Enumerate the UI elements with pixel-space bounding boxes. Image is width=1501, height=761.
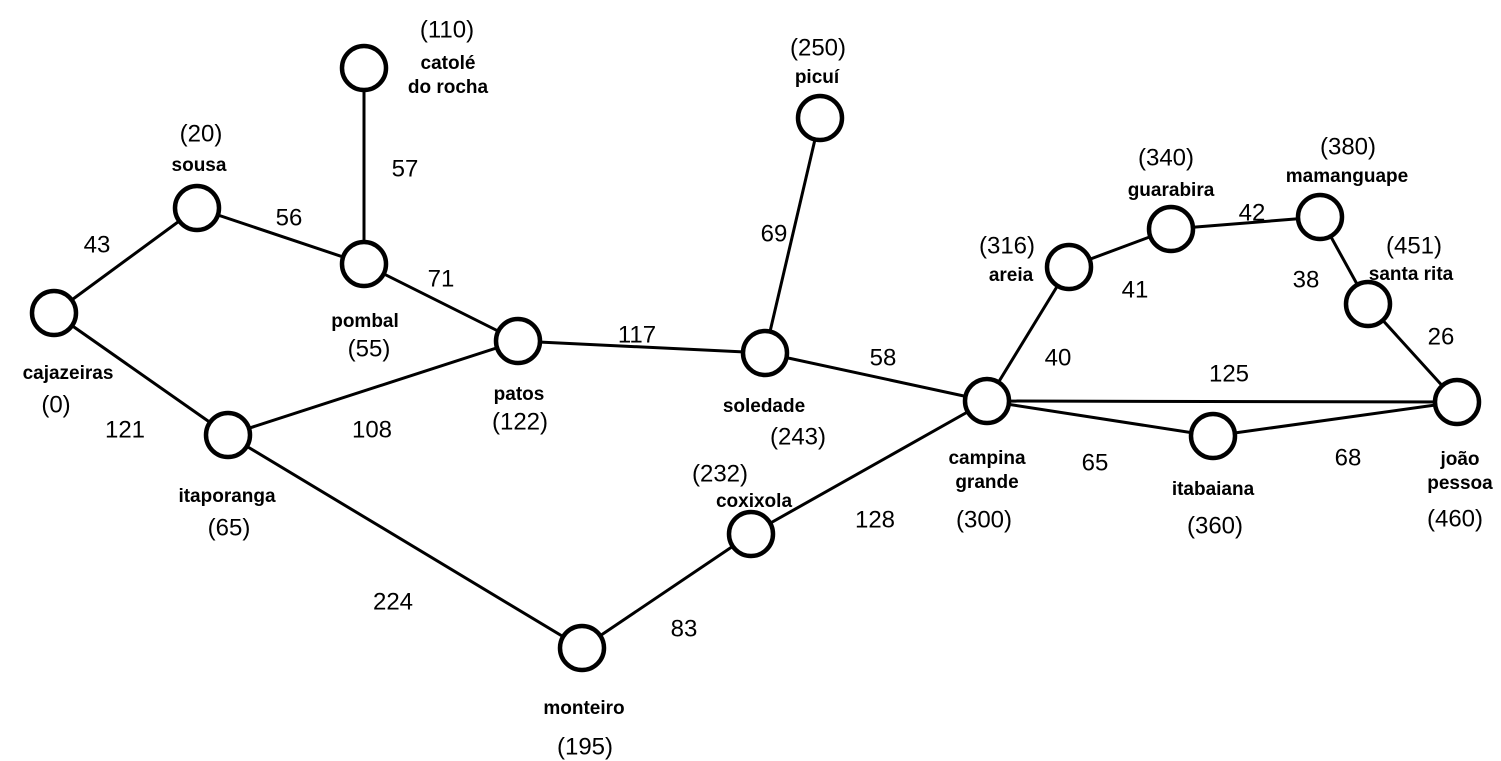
edge-campina-itabaiana: [986, 399, 1214, 438]
edge-soledade-campina: [764, 351, 988, 403]
edge-soledade-picui: [763, 117, 822, 354]
edge-weight-pombal-catole: 57: [392, 155, 419, 182]
node-guarabira: [1146, 204, 1196, 254]
node-campina: [962, 376, 1012, 426]
node-areia: [1044, 242, 1094, 292]
edge-cajazeiras-itaporanga: [53, 311, 229, 437]
edge-weight-coxixola-campina: 128: [855, 506, 895, 533]
node-name-sousa: sousa: [172, 155, 227, 176]
node-distance-pombal: (55): [348, 335, 391, 362]
node-distance-joaopessoa: (460): [1427, 505, 1483, 532]
edge-weight-itabaiana-joaopessoa: 68: [1335, 444, 1362, 471]
node-catole: [339, 43, 389, 93]
node-cajazeiras: [29, 288, 79, 338]
node-name-soledade: soledade: [723, 396, 805, 417]
node-name-patos: patos: [494, 384, 545, 405]
node-distance-catole: (110): [420, 16, 474, 43]
node-name-guarabira: guarabira: [1128, 180, 1215, 201]
edge-weight-monteiro-coxixola: 83: [671, 615, 698, 642]
node-joaopessoa: [1432, 377, 1482, 427]
node-distance-santarita: (451): [1386, 232, 1442, 259]
edge-weight-campina-joaopessoa: 125: [1209, 360, 1249, 387]
node-name-joaopessoa-line-1: joão: [1439, 449, 1479, 470]
node-name-mamanguape: mamanguape: [1286, 166, 1408, 187]
edge-weight-patos-soledade: 117: [618, 321, 656, 348]
node-name-santarita: santa rita: [1369, 264, 1454, 285]
node-name-pombal: pombal: [331, 311, 399, 332]
node-itabaiana: [1188, 411, 1238, 461]
node-distance-campina: (300): [956, 506, 1012, 533]
node-distance-cajazeiras: (0): [41, 391, 70, 418]
node-name-cajazeiras: cajazeiras: [23, 363, 114, 384]
node-name-monteiro: monteiro: [543, 698, 624, 719]
node-name-campina-line-2: grande: [955, 472, 1018, 493]
edge-weight-santarita-joaopessoa: 26: [1428, 323, 1455, 350]
node-name-joaopessoa-line-2: pessoa: [1427, 473, 1493, 494]
edge-weight-cajazeiras-itaporanga: 121: [105, 416, 145, 443]
node-name-picui: picuí: [795, 67, 840, 88]
node-labels-layer: cajazeiras (0) sousa (20) pombal (55) catolé do…: [23, 16, 1494, 760]
node-distance-mamanguape: (380): [1320, 133, 1376, 160]
node-santarita: [1343, 279, 1393, 329]
node-patos: [493, 316, 543, 366]
edge-campina-joaopessoa: [986, 399, 1458, 404]
edge-itaporanga-patos: [227, 339, 519, 437]
node-name-catole-line-1: catolé: [421, 53, 476, 74]
edge-weight-campina-itabaiana: 65: [1082, 449, 1109, 476]
edge-weight-cajazeiras-sousa: 43: [84, 231, 111, 258]
node-coxixola: [726, 509, 776, 559]
edge-monteiro-coxixola: [581, 532, 752, 650]
edge-patos-soledade: [517, 339, 766, 355]
edge-weight-guarabira-mamanguape: 42: [1239, 199, 1266, 226]
node-distance-patos: (122): [492, 408, 548, 435]
node-name-areia: areia: [989, 265, 1034, 286]
node-distance-sousa: (20): [180, 120, 223, 147]
node-distance-itabaiana: (360): [1187, 512, 1243, 539]
edge-cajazeiras-sousa: [53, 206, 198, 315]
node-mamanguape: [1295, 192, 1345, 242]
edge-itaporanga-monteiro: [227, 433, 583, 650]
edge-weights-layer: 43 121 56 57 71 108 224 117 69 58 83 128 40 41 42 38 26 1…: [84, 155, 1455, 642]
node-distance-picui: (250): [790, 34, 846, 61]
node-name-itabaiana: itabaiana: [1172, 479, 1255, 500]
edge-weight-campina-areia: 40: [1045, 344, 1072, 371]
node-itaporanga: [203, 410, 253, 460]
node-distance-monteiro: (195): [557, 733, 613, 760]
node-distance-guarabira: (340): [1138, 144, 1194, 171]
edge-weight-areia-guarabira: 41: [1122, 276, 1149, 303]
node-sousa: [172, 183, 222, 233]
edge-weight-itaporanga-patos: 108: [352, 416, 392, 443]
node-name-campina-line-1: campina: [948, 448, 1026, 469]
edge-sousa-pombal: [196, 206, 365, 266]
node-soledade: [740, 328, 790, 378]
node-distance-soledade: (243): [770, 423, 826, 450]
edge-coxixola-campina: [750, 399, 988, 536]
node-name-itaporanga: itaporanga: [178, 486, 276, 507]
node-distance-coxixola: (232): [692, 460, 748, 487]
edge-weight-soledade-campina: 58: [870, 344, 897, 371]
edge-pombal-patos: [363, 262, 519, 343]
node-distance-areia: (316): [979, 232, 1035, 259]
node-pombal: [339, 239, 389, 289]
edge-weight-pombal-patos: 71: [428, 265, 455, 292]
edge-itabaiana-joaopessoa: [1212, 400, 1458, 438]
nodes-layer: [29, 43, 1482, 673]
node-name-catole-line-2: do rocha: [408, 77, 489, 98]
edge-guarabira-mamanguape: [1170, 215, 1321, 231]
edge-campina-areia: [985, 266, 1071, 402]
node-distance-itaporanga: (65): [208, 514, 251, 541]
edge-weight-itaporanga-monteiro: 224: [373, 588, 413, 615]
edge-weight-mamanguape-santarita: 38: [1293, 266, 1320, 293]
edge-weight-soledade-picui: 69: [761, 220, 788, 247]
edge-weight-sousa-pombal: 56: [276, 204, 303, 231]
node-picui: [795, 93, 845, 143]
node-monteiro: [557, 623, 607, 673]
node-name-coxixola: coxixola: [716, 491, 792, 512]
